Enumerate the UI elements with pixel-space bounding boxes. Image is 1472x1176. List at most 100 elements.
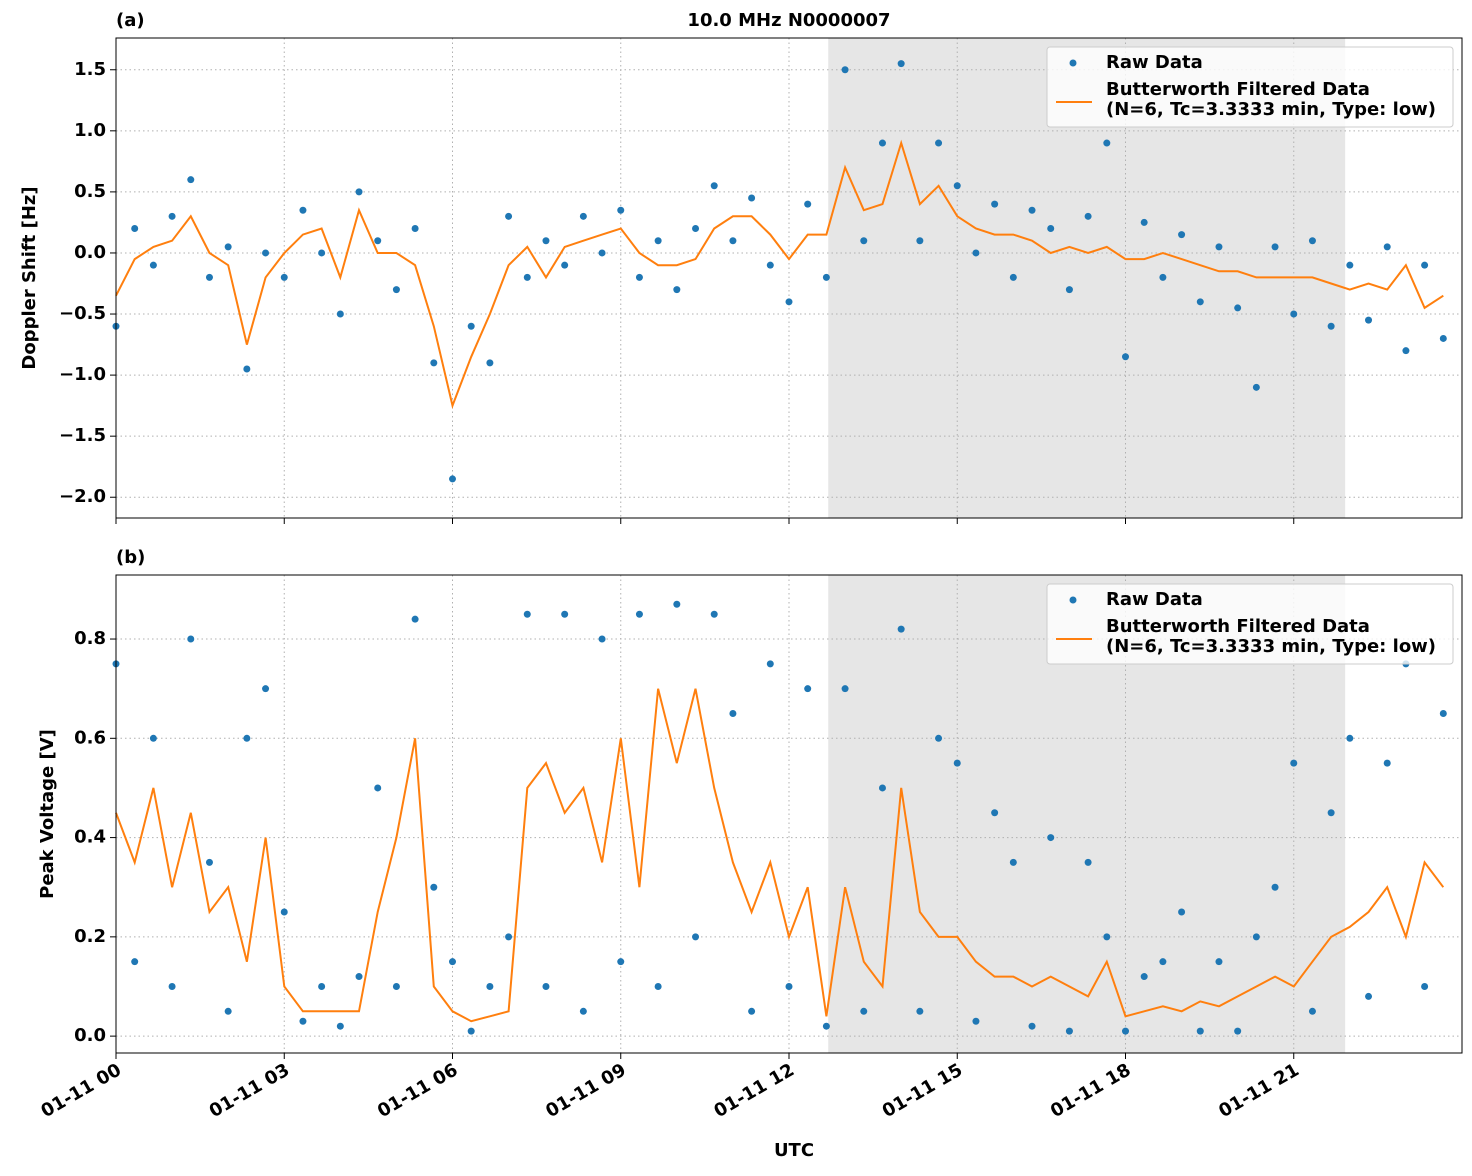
raw-point — [1327, 322, 1335, 330]
raw-point — [729, 237, 737, 245]
raw-point — [1103, 139, 1111, 147]
raw-point — [542, 237, 550, 245]
raw-point — [280, 908, 288, 916]
raw-point — [1383, 759, 1391, 767]
raw-point — [692, 225, 700, 233]
raw-point — [374, 784, 382, 792]
raw-point — [654, 982, 662, 990]
raw-point — [1421, 261, 1429, 269]
raw-point — [1140, 973, 1148, 981]
x-tick-label: 01-11 06 — [374, 1059, 461, 1122]
legend-marker — [1069, 596, 1077, 604]
raw-point — [205, 273, 213, 281]
filtered-line — [115, 688, 1445, 1023]
raw-point — [1065, 1027, 1073, 1035]
raw-point — [1383, 243, 1391, 251]
raw-point — [1122, 353, 1129, 361]
x-tick-label: 01-11 18 — [1047, 1059, 1134, 1122]
y-tick-label: 0.5 — [74, 181, 106, 202]
raw-point — [822, 273, 830, 281]
raw-point — [561, 610, 569, 618]
raw-point — [449, 958, 456, 966]
raw-point — [1084, 212, 1092, 220]
raw-point — [1028, 206, 1036, 214]
raw-point — [972, 1017, 980, 1025]
chart-title: 10.0 MHz N0000007 — [687, 10, 890, 31]
raw-point — [299, 1017, 307, 1025]
raw-point — [430, 883, 438, 891]
raw-point — [1252, 933, 1260, 941]
raw-point — [505, 212, 513, 220]
raw-point — [467, 322, 475, 330]
raw-point — [224, 243, 232, 251]
legend-box — [1046, 46, 1454, 128]
raw-point — [822, 1022, 830, 1030]
raw-point — [710, 182, 718, 190]
raw-point — [635, 610, 643, 618]
raw-point — [1308, 237, 1316, 245]
y-tick-label: 1.5 — [74, 59, 106, 80]
raw-point — [673, 600, 681, 608]
raw-point — [280, 273, 288, 281]
y-tick-label: −0.5 — [59, 303, 106, 324]
raw-point — [991, 200, 999, 208]
raw-point — [598, 635, 606, 643]
raw-point — [392, 982, 400, 990]
y-tick-label: −1.5 — [59, 425, 106, 446]
raw-point — [692, 933, 700, 941]
raw-point — [1159, 273, 1167, 281]
legend-label-detail: (N=6, Tc=3.3333 min, Type: low) — [1106, 99, 1436, 120]
y-tick-label: 0.2 — [74, 926, 106, 947]
raw-point — [131, 958, 139, 966]
raw-point — [1234, 304, 1242, 312]
raw-point — [467, 1027, 475, 1035]
raw-point — [1047, 225, 1055, 233]
y-tick-label: 0.4 — [74, 827, 106, 848]
raw-point — [617, 206, 625, 214]
raw-point — [579, 1007, 587, 1015]
raw-point — [187, 176, 195, 184]
raw-point — [953, 182, 961, 190]
raw-point — [635, 273, 643, 281]
raw-point — [1271, 883, 1279, 891]
raw-point — [336, 310, 344, 318]
raw-point — [673, 286, 681, 294]
x-tick-label: 01-11 21 — [1215, 1059, 1302, 1122]
y-tick-label: −2.0 — [59, 486, 106, 507]
raw-point — [262, 249, 270, 257]
raw-point — [785, 298, 793, 306]
raw-point — [1234, 1027, 1242, 1035]
raw-point — [1252, 383, 1260, 391]
raw-point — [1122, 1027, 1129, 1035]
raw-point — [243, 734, 251, 742]
raw-point — [935, 734, 943, 742]
legend-marker — [1069, 59, 1077, 67]
y-tick-label: 0.8 — [74, 628, 106, 649]
raw-point — [766, 660, 774, 668]
raw-point — [336, 1022, 344, 1030]
raw-point — [523, 273, 531, 281]
raw-point — [729, 709, 737, 717]
raw-point — [1402, 347, 1410, 355]
raw-point — [262, 685, 270, 693]
y-tick-label: 0.6 — [74, 727, 106, 748]
raw-point — [1215, 958, 1223, 966]
raw-point — [1140, 218, 1148, 226]
raw-point — [710, 610, 718, 618]
x-tick-label: 01-11 12 — [711, 1059, 798, 1122]
raw-point — [1290, 759, 1298, 767]
raw-point — [804, 685, 812, 693]
legend-label: Raw Data — [1106, 589, 1203, 610]
plot-frame — [115, 574, 1463, 1054]
y-axis-label: Peak Voltage [V] — [37, 729, 58, 899]
x-axis-label: UTC — [774, 1140, 814, 1161]
raw-point — [579, 212, 587, 220]
raw-point — [841, 66, 849, 74]
raw-point — [1439, 334, 1447, 342]
raw-point — [243, 365, 251, 373]
raw-point — [617, 958, 625, 966]
raw-point — [1346, 261, 1354, 269]
legend-label-detail: (N=6, Tc=3.3333 min, Type: low) — [1106, 636, 1436, 657]
panel-label: (a) — [116, 10, 145, 31]
